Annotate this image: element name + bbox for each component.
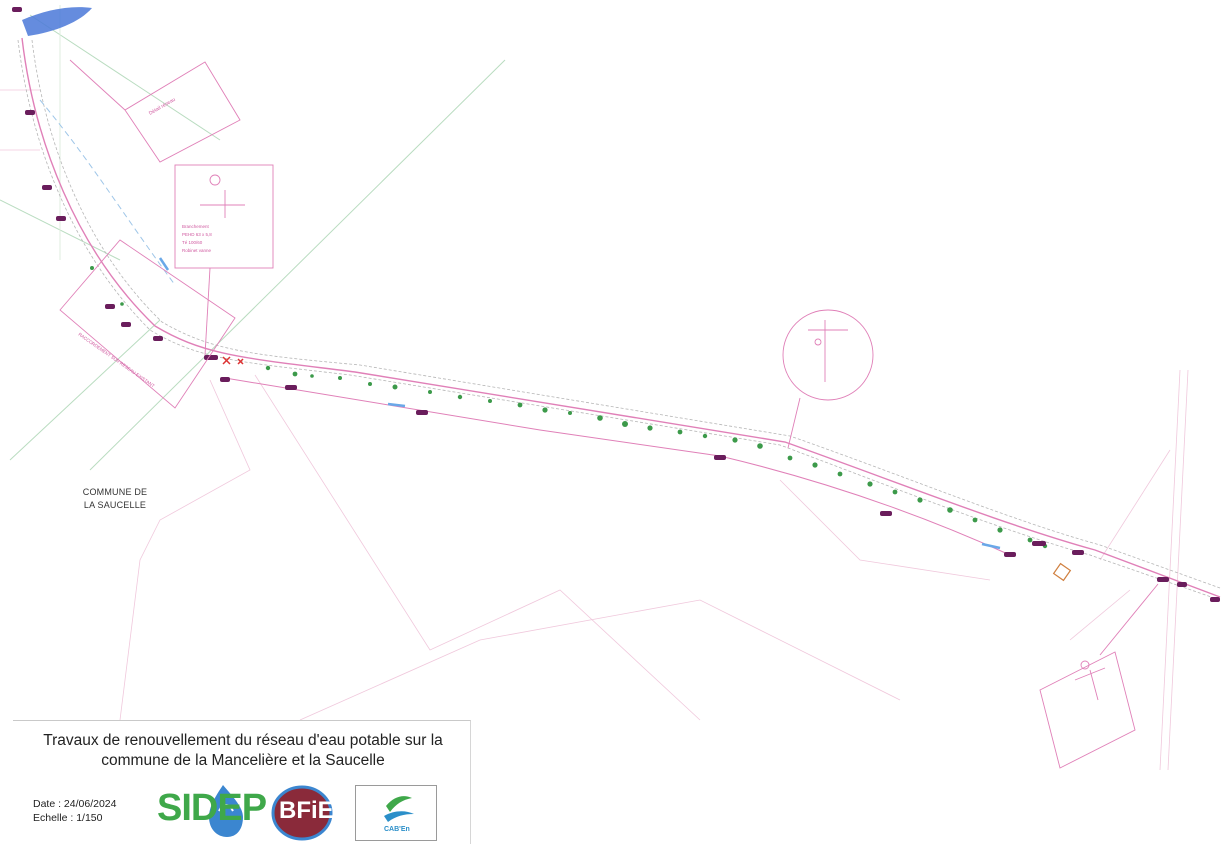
title-block: Travaux de renouvellement du réseau d'ea… [13,720,471,844]
cadastral-lines [0,89,1189,771]
detail-callout-4 [782,309,874,449]
hydrant-symbol [1052,562,1072,582]
svg-text:Détail réseau: Détail réseau [148,97,177,117]
detail-callout-3: RACCORDEMENT SUR RESEAU EXISTANT [59,239,236,409]
detail-callout-5 [1039,583,1159,769]
project-scale: Echelle : 1/150 [33,812,103,824]
bfie-logo: BFiE [271,785,334,841]
svg-text:Robinet vanne: Robinet vanne [182,248,212,253]
svg-text:Branchement: Branchement [182,224,210,229]
water-network [21,37,1221,598]
project-date: Date : 24/06/2024 [33,798,117,810]
project-meta: Date : 24/06/2024 Echelle : 1/150 [33,797,116,825]
svg-text:RACCORDEMENT SUR RESEAU EXISTA: RACCORDEMENT SUR RESEAU EXISTANT [77,332,155,389]
sidep-logo-text: SIDEP [157,787,267,829]
pipe-segments [158,257,1001,550]
valve-markers [12,7,1220,602]
vegetation-dots [90,266,1048,549]
commune-label: COMMUNE DE LA SAUCELLE [82,487,148,510]
parcel-boundaries [0,5,506,471]
caben-logo: CAB'En [355,785,437,841]
intervention-marks [222,356,244,365]
road-edges [17,39,1221,601]
bfie-logo-text: BFiE [279,797,334,824]
water-body [22,7,92,36]
svg-text:PEHD 63 x 5,8: PEHD 63 x 5,8 [182,232,212,237]
project-title: Travaux de renouvellement du réseau d'ea… [43,732,443,769]
sidep-logo: SIDEP [153,781,267,843]
svg-text:Té 100/60: Té 100/60 [182,240,203,245]
detail-callout-2: Branchement PEHD 63 x 5,8 Té 100/60 Robi… [174,164,274,356]
caben-logo-text: CAB'En [384,826,410,833]
detail-callout-1: Détail réseau [69,59,241,163]
